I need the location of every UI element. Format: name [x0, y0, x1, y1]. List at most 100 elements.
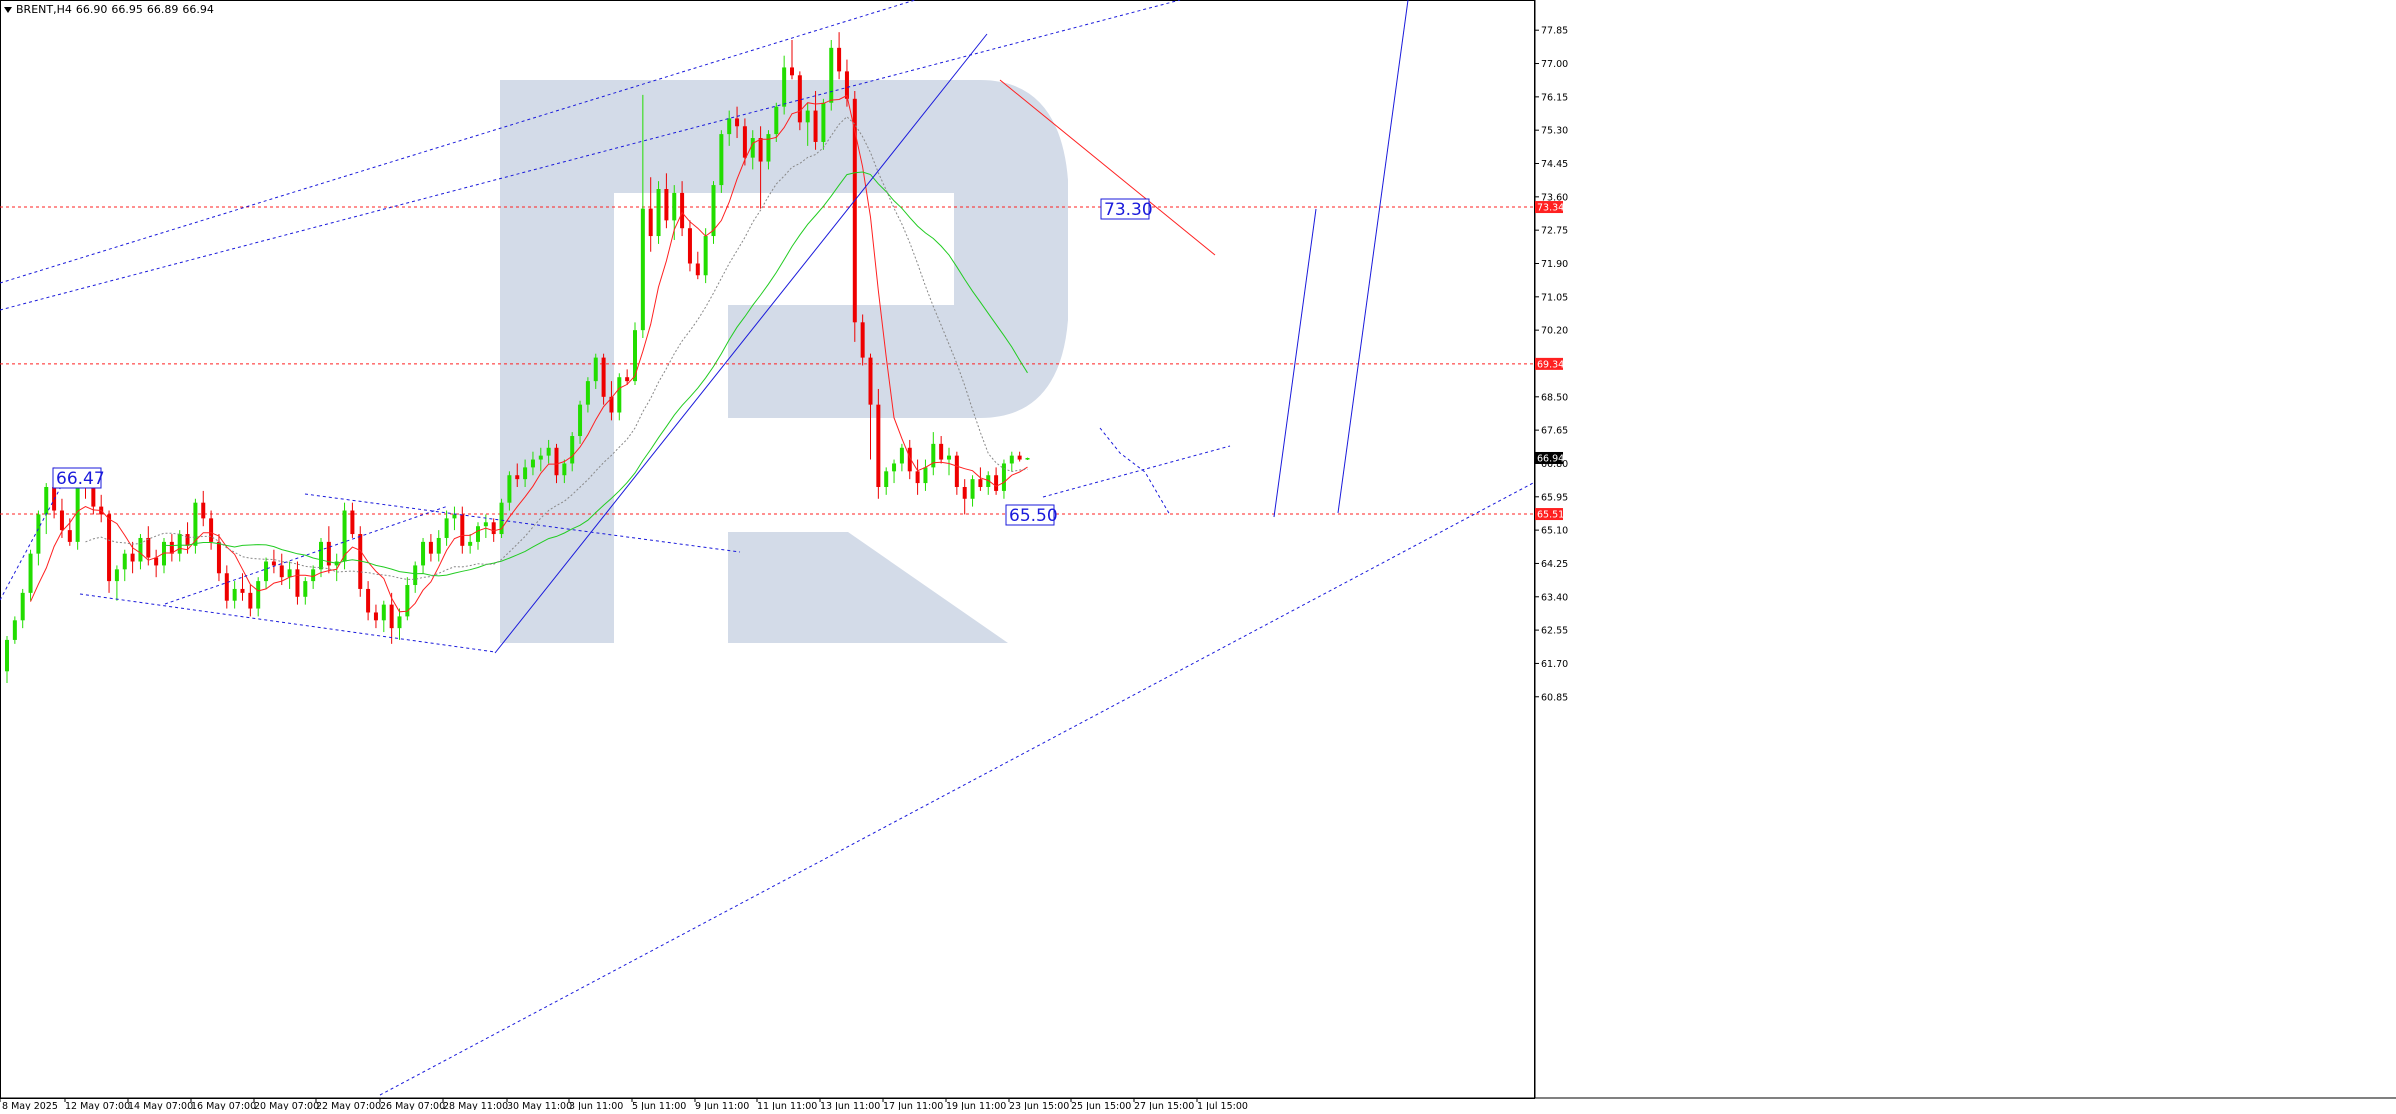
candle [648, 177, 653, 252]
candle [829, 40, 834, 111]
candle-body [248, 592, 253, 609]
candle-body [585, 381, 590, 405]
trendline[interactable] [1337, 0, 1409, 514]
candle [491, 518, 496, 542]
candle [907, 439, 912, 480]
y-tick-label: 75.30 [1541, 126, 1568, 137]
candle [99, 494, 104, 523]
candle [782, 55, 787, 115]
candle [342, 502, 347, 570]
candle [962, 479, 967, 515]
price-annotation-box[interactable] [1005, 504, 1055, 526]
y-tick-label: 66.80 [1541, 459, 1568, 470]
candle-body [703, 236, 708, 276]
candle [444, 510, 449, 546]
candle-body [67, 530, 72, 542]
candle [970, 475, 975, 507]
candle-body [499, 502, 504, 535]
y-tick-label: 71.05 [1541, 292, 1568, 303]
candle-body [695, 263, 700, 276]
trendline[interactable] [0, 469, 71, 601]
candle [36, 510, 41, 566]
candle [405, 577, 410, 621]
candle-body [625, 377, 630, 382]
price-annotation-box[interactable] [52, 467, 102, 489]
trendline[interactable] [1042, 445, 1231, 498]
price-annotation-box[interactable] [1100, 198, 1150, 220]
candle [177, 530, 182, 562]
candle-body [1001, 463, 1006, 491]
candle-body [860, 322, 865, 358]
candle-body [224, 573, 229, 601]
candle-body [397, 616, 402, 629]
symbol-label: BRENT,H4 [16, 3, 72, 16]
candle [201, 490, 206, 527]
trendline[interactable] [0, 0, 1181, 311]
candle [617, 373, 622, 421]
candle [538, 447, 543, 472]
candle [1025, 457, 1030, 460]
x-tick-label: 16 May 07:00 [191, 1101, 256, 1110]
level-tag [1535, 201, 1563, 214]
candle [287, 561, 292, 589]
candle-body [279, 565, 284, 578]
projection-wave[interactable] [1099, 427, 1171, 516]
candle-body [295, 569, 300, 597]
candle [5, 635, 9, 684]
candle-body [947, 455, 951, 460]
candle-body [138, 537, 143, 562]
candle [986, 471, 991, 495]
candle [766, 130, 771, 170]
candle-body [884, 471, 889, 487]
x-tick-label: 1 Jul 15:00 [1197, 1101, 1248, 1110]
x-tick-label: 28 May 11:00 [443, 1101, 508, 1110]
trendline[interactable] [164, 505, 449, 605]
candle-body [962, 486, 967, 499]
candle [884, 467, 889, 495]
dropdown-triangle-icon[interactable] [4, 7, 12, 13]
candle-body [319, 541, 323, 570]
candle-body [1009, 455, 1014, 464]
candle-body [209, 518, 214, 542]
x-tick-label: 27 Jun 15:00 [1134, 1101, 1194, 1110]
candle [554, 443, 559, 484]
x-tick-label: 19 Jun 11:00 [946, 1101, 1006, 1110]
candle-body [844, 71, 849, 99]
candle [664, 173, 669, 229]
candle-body [342, 510, 347, 562]
candle-body [774, 106, 779, 135]
trendline[interactable] [304, 493, 741, 553]
candle-body [530, 459, 535, 468]
trendline[interactable] [79, 593, 496, 653]
candle-body [271, 561, 276, 566]
candle-body [287, 569, 292, 578]
candle [892, 459, 897, 484]
candle [876, 388, 881, 499]
trendline[interactable] [379, 481, 1536, 1096]
x-tick-label: 22 May 07:00 [316, 1101, 381, 1110]
trendline[interactable] [494, 33, 988, 654]
y-tick-label: 70.20 [1541, 326, 1568, 337]
chart-header: BRENT,H4 66.90 66.95 66.89 66.94 [4, 3, 218, 16]
trendline[interactable] [1273, 208, 1317, 518]
candle-body [216, 541, 221, 574]
high-value: 66.95 [111, 3, 143, 16]
candle-body [146, 537, 151, 558]
trendline[interactable] [0, 0, 916, 284]
candle-body [350, 510, 355, 535]
candle-body [892, 463, 897, 472]
candle [805, 102, 810, 146]
candle [797, 71, 802, 131]
candle-body [680, 192, 685, 229]
candle [216, 534, 221, 582]
candle [232, 581, 237, 609]
y-tick-label: 60.85 [1541, 692, 1568, 703]
candle [601, 353, 606, 405]
x-tick-label: 26 May 07:00 [380, 1101, 445, 1110]
candle [350, 502, 355, 538]
open-value: 66.90 [75, 3, 108, 16]
y-tick-label: 67.65 [1541, 426, 1568, 437]
candle [248, 585, 253, 617]
